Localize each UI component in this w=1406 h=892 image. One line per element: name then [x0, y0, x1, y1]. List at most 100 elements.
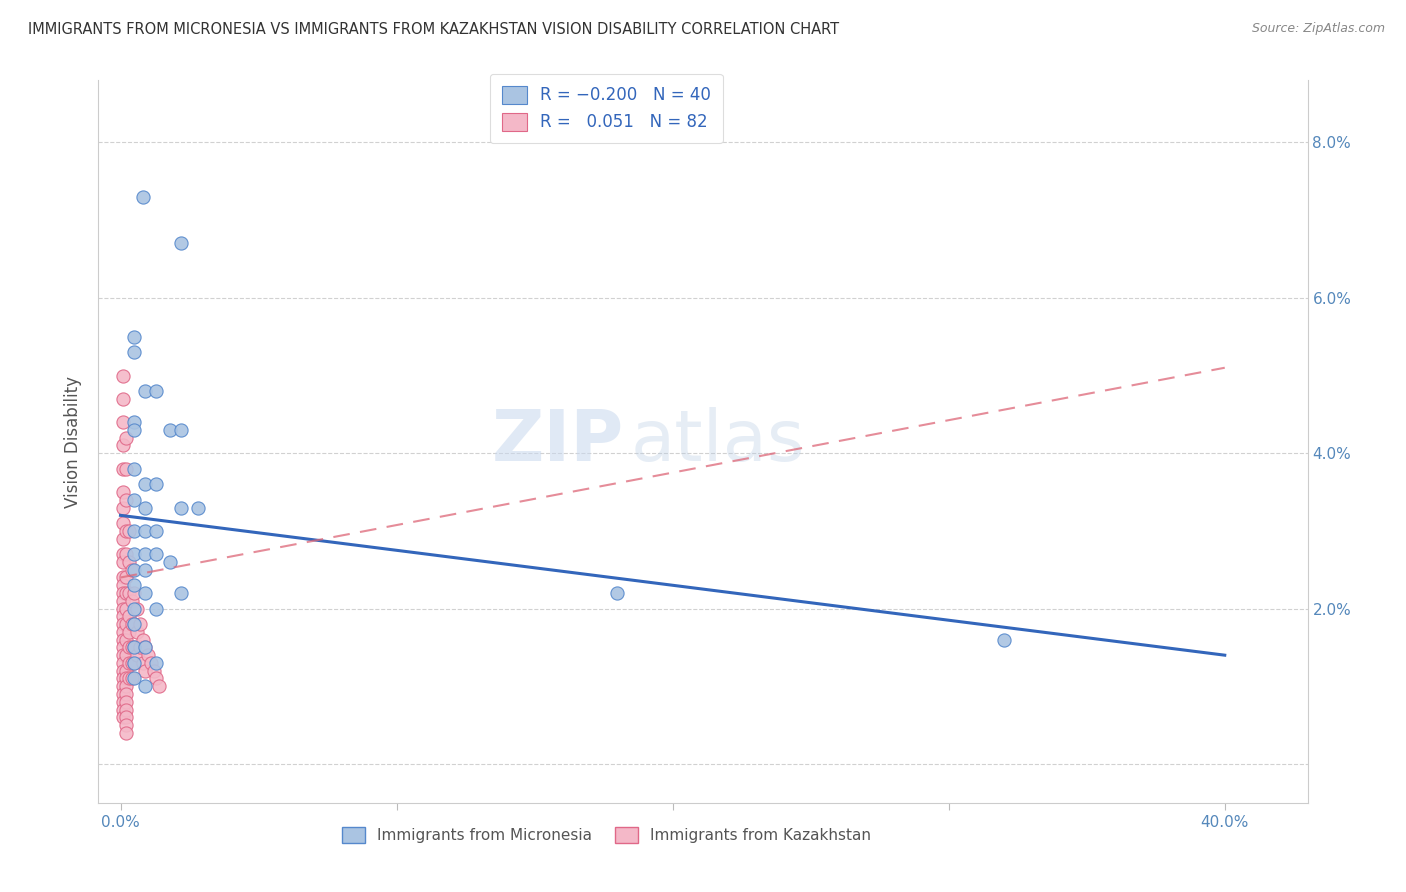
Point [128, 617, 150, 632]
Point [145, 672, 167, 686]
Point [115, 431, 138, 445]
Point [112, 500, 135, 515]
Point [124, 524, 146, 538]
Point [112, 624, 135, 639]
Point [115, 695, 138, 709]
Point [134, 477, 156, 491]
Point [128, 640, 150, 655]
Point [134, 640, 156, 655]
Point [134, 679, 156, 693]
Point [134, 640, 156, 655]
Point [136, 648, 159, 663]
Point [159, 423, 181, 437]
Point [134, 586, 156, 600]
Point [115, 461, 138, 475]
Point [112, 702, 135, 716]
Point [112, 586, 135, 600]
Point [148, 679, 170, 693]
Point [112, 710, 135, 724]
Point [124, 563, 146, 577]
Point [131, 190, 153, 204]
Point [131, 632, 153, 647]
Point [115, 547, 138, 561]
Point [112, 570, 135, 584]
Text: Source: ZipAtlas.com: Source: ZipAtlas.com [1251, 22, 1385, 36]
Point [112, 679, 135, 693]
Point [112, 609, 135, 624]
Point [112, 632, 135, 647]
Point [112, 601, 135, 615]
Point [145, 384, 167, 398]
Point [112, 648, 135, 663]
Point [115, 672, 138, 686]
Point [134, 563, 156, 577]
Point [124, 415, 146, 429]
Point [115, 664, 138, 678]
Point [131, 656, 153, 670]
Point [112, 368, 135, 383]
Point [134, 664, 156, 678]
Point [115, 648, 138, 663]
Point [115, 570, 138, 584]
Point [134, 500, 156, 515]
Point [124, 492, 146, 507]
Point [112, 461, 135, 475]
Point [124, 345, 146, 359]
Point [121, 640, 143, 655]
Point [606, 586, 628, 600]
Point [121, 617, 143, 632]
Point [115, 718, 138, 732]
Point [124, 640, 146, 655]
Point [112, 656, 135, 670]
Point [112, 555, 135, 569]
Point [125, 624, 148, 639]
Point [124, 329, 146, 343]
Point [115, 679, 138, 693]
Text: atlas: atlas [630, 407, 804, 476]
Point [170, 500, 193, 515]
Point [124, 461, 146, 475]
Point [112, 415, 135, 429]
Point [112, 547, 135, 561]
Point [112, 594, 135, 608]
Point [145, 524, 167, 538]
Point [115, 710, 138, 724]
Point [115, 601, 138, 615]
Point [112, 672, 135, 686]
Point [118, 656, 141, 670]
Point [145, 656, 167, 670]
Point [145, 477, 167, 491]
Point [115, 702, 138, 716]
Point [124, 586, 146, 600]
Point [112, 664, 135, 678]
Point [112, 516, 135, 530]
Point [115, 586, 138, 600]
Point [112, 392, 135, 406]
Point [112, 695, 135, 709]
Point [121, 672, 143, 686]
Point [125, 648, 148, 663]
Point [118, 524, 141, 538]
Point [142, 664, 165, 678]
Point [112, 687, 135, 701]
Point [124, 601, 146, 615]
Point [112, 485, 135, 500]
Point [124, 423, 146, 437]
Point [112, 532, 135, 546]
Point [121, 656, 143, 670]
Point [145, 547, 167, 561]
Point [115, 492, 138, 507]
Point [124, 547, 146, 561]
Point [121, 594, 143, 608]
Point [170, 236, 193, 251]
Point [124, 617, 146, 632]
Point [170, 423, 193, 437]
Point [121, 563, 143, 577]
Point [134, 524, 156, 538]
Point [112, 578, 135, 592]
Point [115, 524, 138, 538]
Point [187, 500, 209, 515]
Point [112, 438, 135, 452]
Point [124, 640, 146, 655]
Point [118, 586, 141, 600]
